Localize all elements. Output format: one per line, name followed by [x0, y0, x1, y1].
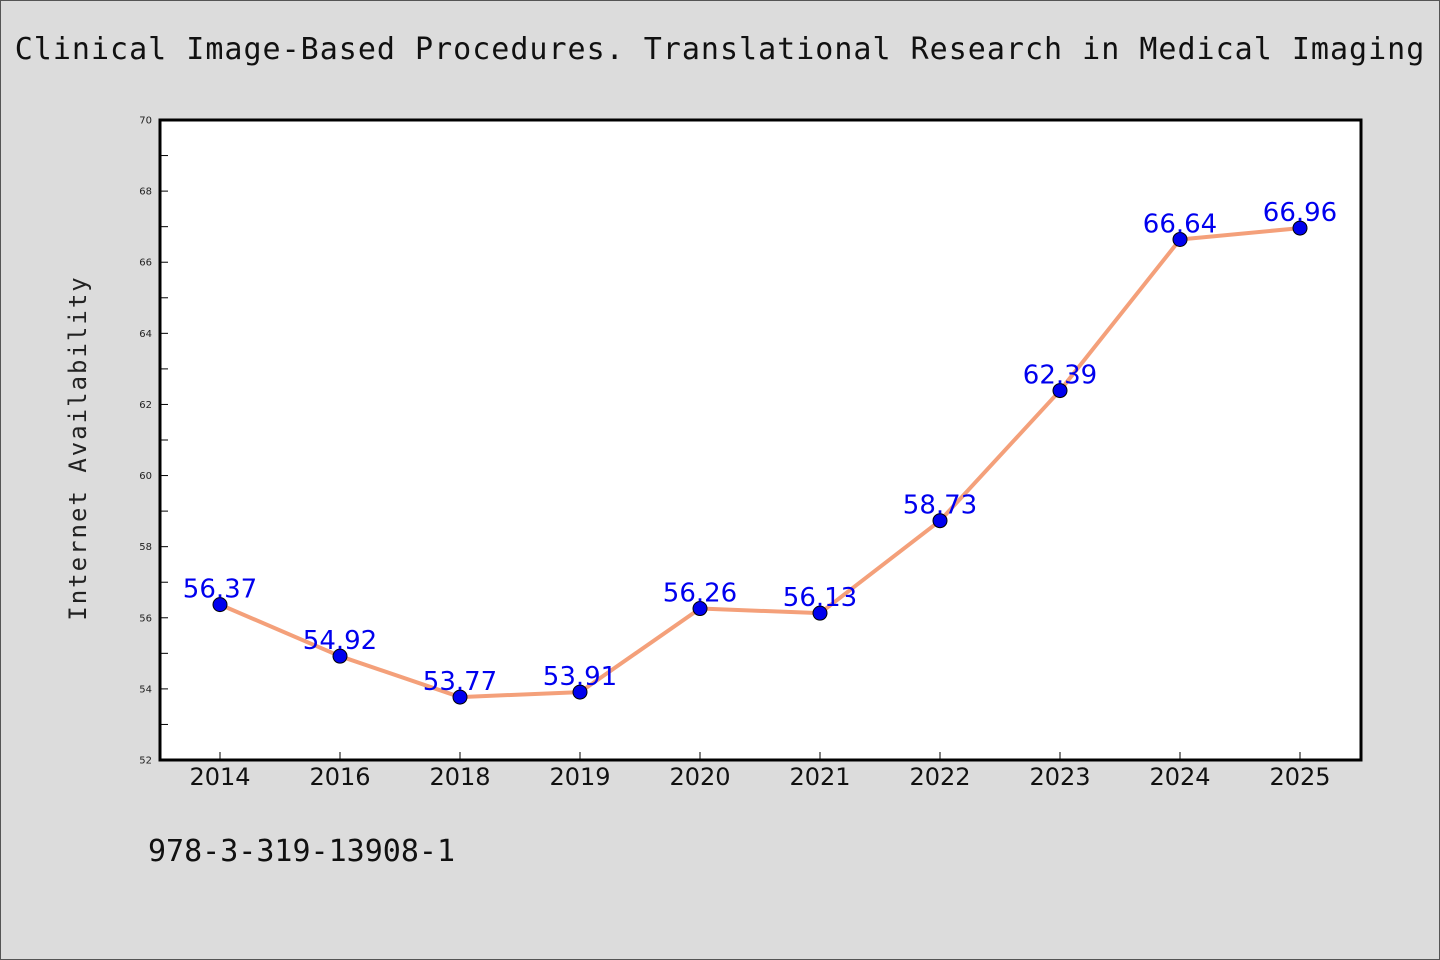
- y-tick-label: 62: [139, 400, 152, 411]
- x-tick-label: 2014: [189, 763, 250, 791]
- y-tick-label: 70: [139, 116, 152, 127]
- x-axis-ticks: 2014 2016 2018 2019 2020 2021 2022 2023 2024 2025: [189, 752, 1331, 791]
- data-point: [1052, 383, 1068, 399]
- data-label: 56.13: [783, 583, 857, 613]
- y-tick-label: 68: [139, 187, 152, 198]
- data-point: [572, 684, 588, 700]
- x-tick-label: 2022: [909, 763, 970, 791]
- data-markers: [212, 220, 1308, 705]
- data-point: [1172, 231, 1188, 247]
- data-label: 53.77: [423, 667, 497, 697]
- x-tick-label: 2025: [1269, 763, 1330, 791]
- x-tick-label: 2024: [1149, 763, 1210, 791]
- x-tick-label: 2018: [429, 763, 490, 791]
- series-line: [219, 226, 1301, 700]
- y-tick-label: 64: [139, 329, 152, 340]
- data-label: 62.39: [1023, 361, 1097, 391]
- y-tick-label: 58: [139, 542, 152, 553]
- x-tick-label: 2019: [549, 763, 610, 791]
- data-point: [812, 605, 828, 621]
- data-point: [332, 648, 348, 664]
- x-tick-label: 2023: [1029, 763, 1090, 791]
- x-tick-label: 2020: [669, 763, 730, 791]
- data-label: 56.37: [183, 575, 257, 605]
- x-tick-label: 2021: [789, 763, 850, 791]
- data-label: 54.92: [303, 626, 377, 656]
- data-point: [932, 513, 948, 529]
- y-tick-label: 66: [139, 258, 152, 269]
- footnote-isbn: 978-3-319-13908-1: [148, 834, 456, 869]
- y-tick-label: 52: [139, 756, 152, 767]
- data-label: 58.73: [903, 491, 977, 521]
- data-point: [1292, 220, 1308, 236]
- data-point: [692, 601, 708, 617]
- y-tick-label: 54: [139, 684, 152, 695]
- data-point: [212, 597, 228, 613]
- data-label: 53.91: [543, 662, 617, 692]
- y-tick-label: 56: [139, 613, 152, 624]
- data-label: 56.26: [663, 579, 737, 609]
- y-axis-ticks: 52 54 56 58 60 62 64 66 68 70: [139, 116, 168, 767]
- data-label: 66.96: [1263, 198, 1337, 228]
- plot-area: [158, 118, 1363, 762]
- data-labels: 56.37 54.92 53.77 53.91 56.26 56.13 58.73 62.39…: [183, 198, 1337, 697]
- data-point: [452, 689, 468, 705]
- y-axis-label: Internet Availability: [64, 275, 92, 620]
- x-tick-label: 2016: [309, 763, 370, 791]
- y-tick-label: 60: [139, 471, 152, 482]
- chart-title: Clinical Image-Based Procedures. Transla…: [14, 32, 1426, 67]
- data-label: 66.64: [1143, 209, 1217, 239]
